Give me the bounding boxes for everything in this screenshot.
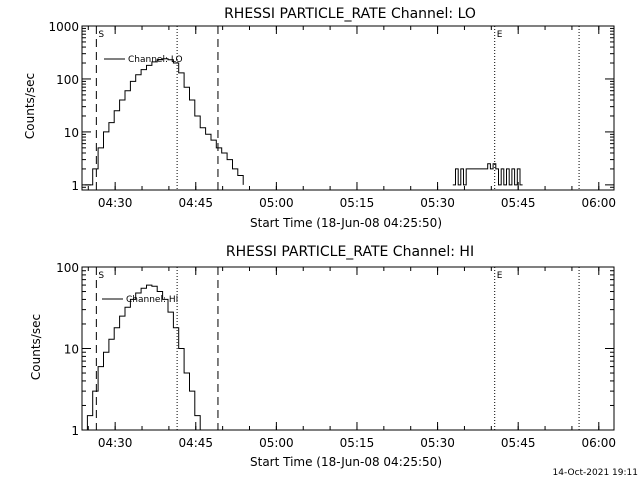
lo-series-line [452,163,523,186]
hi-y-tick-label: 100 [56,261,79,275]
lo-marker-label: E [497,30,503,40]
hi-x-tick-label: 05:00 [259,436,294,450]
hi-series-line [84,284,201,431]
lo-legend-label: Channel: LO [128,55,183,65]
hi-x-tick-label: 05:30 [420,436,455,450]
hi-marker-label: E [497,271,503,281]
lo-x-tick-label: 05:15 [340,196,375,210]
hi-channel-panel: RHESSI PARTICLE_RATE Channel: HI Start T… [29,244,616,469]
lo-y-tick-label: 10 [64,126,79,140]
lo-plot-frame [81,25,615,191]
footer-timestamp: 14-Oct-2021 19:11 [553,468,638,478]
hi-x-tick-label: 05:15 [340,436,375,450]
lo-x-tick-label: 05:45 [501,196,536,210]
lo-x-tick-label: 04:30 [98,196,133,210]
hi-y-tick-label: 10 [64,343,79,357]
lo-x-tick-label: 05:30 [420,196,455,210]
lo-x-tick-label: 05:00 [259,196,294,210]
hi-x-tick-label: 05:45 [501,436,536,450]
hi-x-tick-label: 04:45 [178,436,213,450]
hi-plot-frame [81,266,615,431]
lo-marker-label: S [98,30,104,40]
lo-axis-ticks: 04:30 04:45 05:00 05:15 05:30 05:45 06:00 1 10 10… [48,20,616,210]
lo-y-axis-label: Counts/sec [23,73,37,139]
lo-x-axis-label: Start Time (18-Jun-08 04:25:50) [250,216,442,230]
lo-series-lines [84,58,523,186]
lo-channel-panel: RHESSI PARTICLE_RATE Channel: LO Start T… [23,6,616,230]
lo-x-tick-label: 06:00 [581,196,616,210]
hi-series-lines [84,284,201,431]
hi-legend: Channel: HI [102,295,178,305]
lo-legend: Channel: LO [104,55,183,65]
lo-y-tick-label: 1000 [48,20,79,34]
hi-x-axis-label: Start Time (18-Jun-08 04:25:50) [250,455,442,469]
lo-y-tick-label: 100 [56,73,79,87]
hi-axis-ticks: 04:30 04:45 05:00 05:15 05:30 05:45 06:00 1 10 10… [56,261,616,450]
lo-y-tick-label: 1 [71,179,79,193]
hi-x-tick-label: 06:00 [581,436,616,450]
lo-x-tick-label: 04:45 [178,196,213,210]
hi-y-tick-label: 1 [71,424,79,438]
lo-series-line [84,58,244,186]
hi-marker-label: S [98,271,104,281]
hi-legend-label: Channel: HI [126,295,178,305]
hi-y-axis-label: Counts/sec [29,314,43,380]
hi-x-tick-label: 04:30 [98,436,133,450]
hi-chart-title: RHESSI PARTICLE_RATE Channel: HI [226,244,474,260]
lo-chart-title: RHESSI PARTICLE_RATE Channel: LO [224,6,476,22]
